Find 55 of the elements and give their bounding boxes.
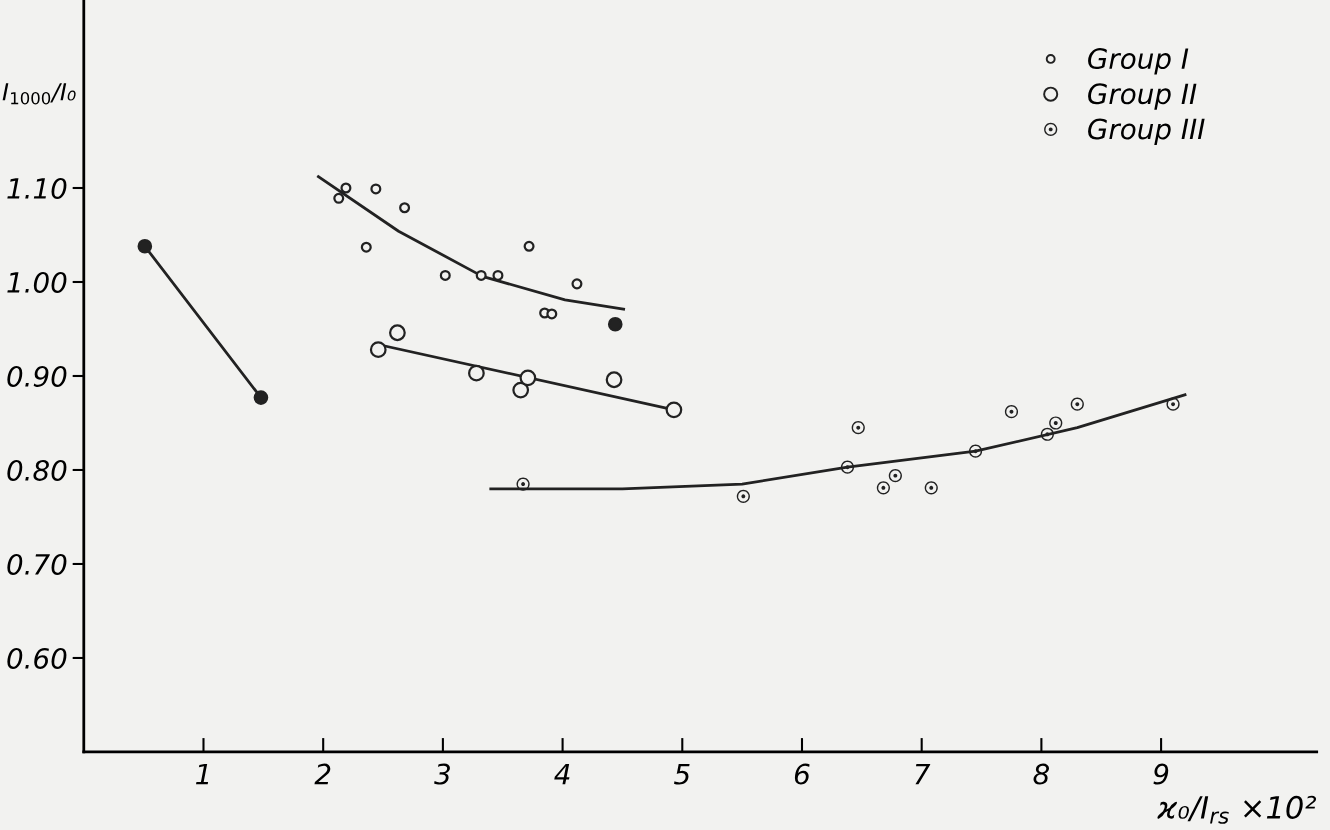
point bbox=[840, 460, 855, 474]
point bbox=[888, 469, 902, 483]
point bbox=[851, 421, 865, 435]
y-tick-label: 0.80 bbox=[7, 459, 67, 481]
point bbox=[571, 278, 583, 290]
point bbox=[519, 369, 537, 387]
point bbox=[340, 182, 352, 194]
y-axis-title: I$_{1000}$/I₀ bbox=[2, 83, 76, 105]
point bbox=[475, 269, 487, 281]
point bbox=[137, 238, 153, 254]
point bbox=[333, 192, 345, 204]
point bbox=[1166, 397, 1180, 411]
x-tick-label: 7 bbox=[915, 763, 931, 785]
line-series bbox=[317, 175, 626, 311]
point bbox=[968, 444, 983, 458]
point bbox=[468, 364, 485, 382]
x-tick-label: 9 bbox=[1153, 763, 1169, 785]
point bbox=[736, 489, 750, 503]
point bbox=[546, 308, 558, 320]
point bbox=[924, 481, 938, 495]
point bbox=[665, 401, 683, 419]
y-tick-label: 1.00 bbox=[7, 271, 67, 293]
point bbox=[1004, 405, 1019, 419]
y-tick-label: 1.10 bbox=[7, 177, 67, 199]
point bbox=[1070, 397, 1084, 411]
point bbox=[605, 371, 623, 389]
legend-label: Group I bbox=[1088, 48, 1189, 75]
point bbox=[369, 341, 387, 359]
line-series bbox=[489, 393, 1187, 491]
y-tick-label: 0.70 bbox=[7, 553, 67, 575]
y-tick-label: 0.90 bbox=[7, 365, 67, 387]
x-tick-label: 3 bbox=[434, 763, 450, 785]
point bbox=[439, 269, 451, 281]
x-tick-label: 1 bbox=[196, 763, 209, 785]
point bbox=[399, 202, 411, 214]
legend-label: Group II bbox=[1088, 83, 1197, 110]
point bbox=[370, 183, 382, 195]
x-tick-label: 5 bbox=[674, 763, 690, 785]
y-tick-label: 0.60 bbox=[7, 647, 67, 669]
x-tick-label: 8 bbox=[1033, 763, 1050, 785]
point bbox=[512, 381, 530, 399]
legend-label: Group III bbox=[1088, 118, 1205, 145]
x-tick-label: 2 bbox=[314, 763, 331, 785]
point bbox=[523, 240, 535, 252]
x-tick-label: 6 bbox=[794, 763, 810, 785]
point bbox=[607, 316, 623, 332]
point bbox=[876, 481, 890, 495]
point bbox=[389, 324, 406, 342]
x-axis-title: ϰ₀/I$_{rs}$ ×10² bbox=[1157, 795, 1317, 824]
point bbox=[360, 241, 372, 253]
point bbox=[492, 269, 504, 281]
x-tick-label: 4 bbox=[554, 763, 570, 785]
point bbox=[253, 390, 269, 405]
point bbox=[1049, 416, 1063, 430]
point bbox=[1040, 427, 1054, 441]
